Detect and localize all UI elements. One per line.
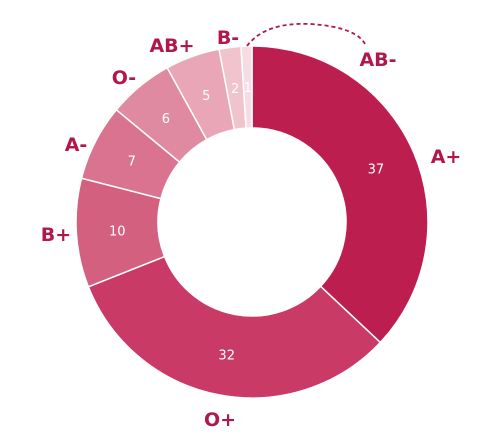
category-label: A+ [431, 146, 462, 168]
value-label: 10 [109, 224, 126, 239]
slices-group [75, 45, 429, 399]
category-label: B- [217, 27, 239, 49]
slice-O-plus [87, 255, 382, 399]
category-label: O+ [204, 409, 236, 431]
category-label: B+ [41, 224, 71, 246]
value-label: 2 [231, 82, 239, 97]
value-label: 1 [244, 81, 252, 96]
value-label: 37 [368, 162, 385, 177]
category-label: A- [65, 134, 88, 156]
category-label: AB+ [149, 35, 194, 57]
value-label: 6 [162, 112, 170, 127]
category-label: O- [112, 67, 136, 89]
category-labels-group: A+ O+ B+ A- O- AB+ B- AB- [41, 27, 462, 431]
slice-A-plus [251, 45, 429, 344]
value-label: 7 [128, 155, 136, 170]
value-label: 5 [202, 89, 210, 104]
value-label: 32 [218, 349, 235, 364]
slice-AB-minus [240, 45, 253, 129]
value-labels-group: 37 32 10 7 6 5 2 1 [109, 81, 384, 364]
category-label: AB- [359, 49, 396, 71]
ab-minus-leader-line [246, 22, 367, 47]
